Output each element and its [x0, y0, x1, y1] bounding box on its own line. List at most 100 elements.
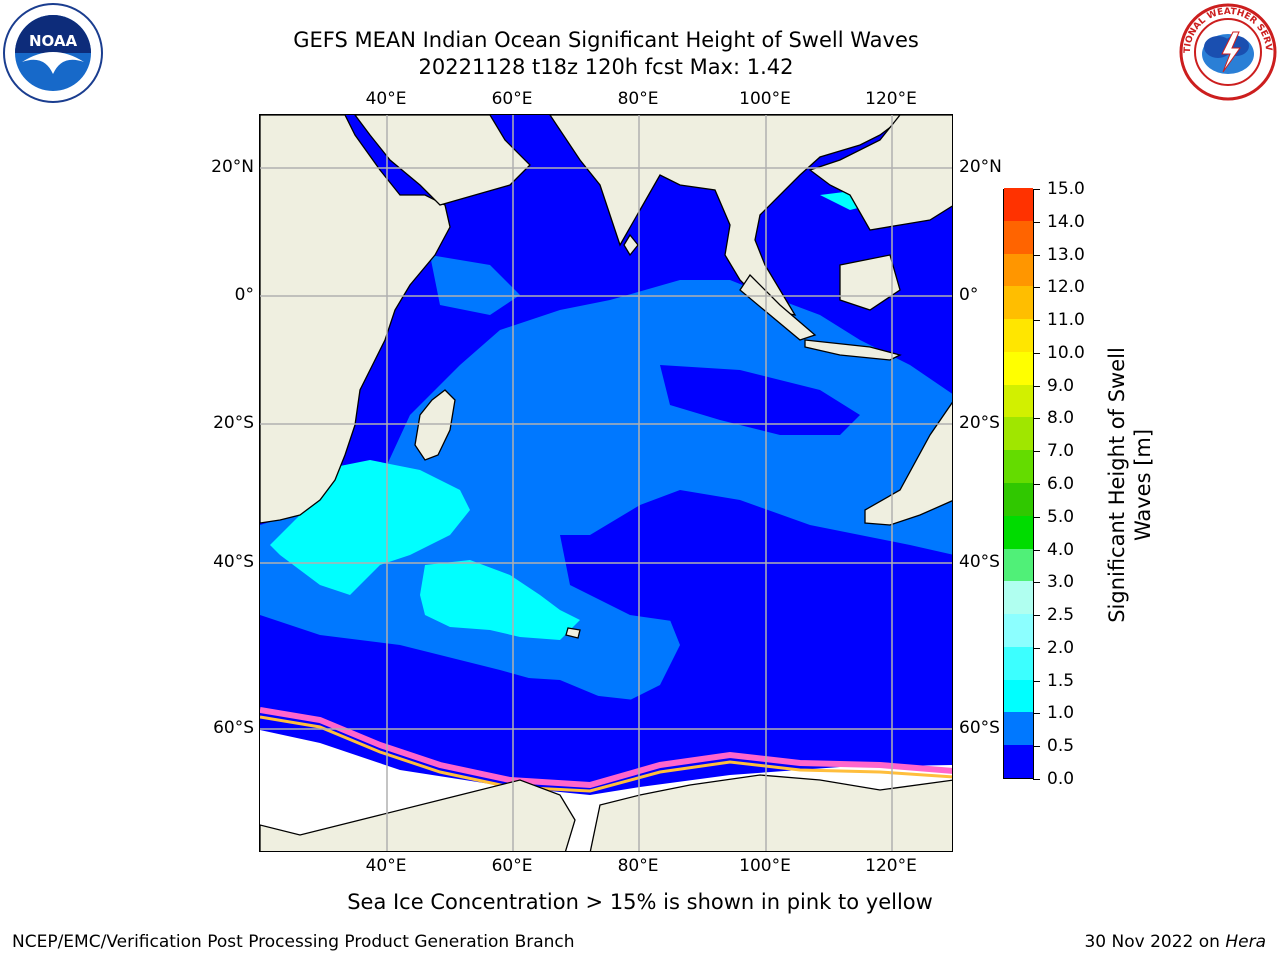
lon-label-top: 80°E	[617, 89, 659, 109]
land-arabia	[354, 115, 531, 206]
land-antarctica	[589, 774, 952, 851]
colorbar-tick-label: 5.0	[1047, 506, 1075, 527]
lat-label-left: 40°S	[213, 552, 254, 572]
colorbar-segment	[1004, 449, 1033, 483]
footer-date: 30 Nov 2022 on Hera	[1084, 932, 1266, 952]
colorbar-tick	[1033, 779, 1040, 780]
map-canvas	[260, 115, 952, 851]
colorbar-segment	[1004, 187, 1033, 221]
colorbar-tick-label: 13.0	[1047, 244, 1085, 265]
colorbar-tick	[1033, 582, 1040, 584]
chart-subtitle: 20221128 t18z 120h fcst Max: 1.42	[418, 55, 794, 79]
sea-ice-edge	[260, 715, 952, 793]
colorbar-tick-label: 3.0	[1047, 572, 1075, 593]
colorbar-segment	[1004, 482, 1033, 516]
swell-region-low	[260, 615, 952, 755]
colorbar-tick	[1033, 352, 1040, 354]
lon-label-bottom: 80°E	[617, 856, 659, 876]
colorbar-tick	[1033, 746, 1040, 748]
lat-label-right: 40°S	[959, 552, 1000, 572]
swell-region-low	[560, 535, 952, 675]
footer-host: Hera	[1225, 932, 1266, 952]
land-kerguelen	[565, 627, 581, 639]
sea-ice-edge	[260, 707, 952, 789]
lat-label-right: 20°N	[959, 157, 1002, 177]
land-sri-lanka	[623, 233, 639, 257]
colorbar-segment	[1004, 220, 1033, 254]
land-africa	[260, 115, 451, 524]
colorbar-tick	[1033, 713, 1040, 715]
colorbar-segment	[1004, 580, 1033, 615]
land-southeast-asia	[808, 115, 952, 231]
lat-label-left: 60°S	[213, 718, 254, 738]
colorbar-tick-label: 9.0	[1047, 375, 1075, 396]
lon-label-top: 100°E	[739, 89, 791, 109]
colorbar-segment	[1004, 711, 1033, 746]
colorbar-tick	[1033, 549, 1040, 551]
colorbar-tick-label: 0.5	[1047, 736, 1075, 757]
graticule	[260, 115, 952, 851]
map-panel	[259, 114, 953, 852]
lon-label-bottom: 120°E	[865, 856, 917, 876]
colorbar-tick-label: 8.0	[1047, 408, 1075, 429]
colorbar-tick	[1033, 451, 1040, 453]
land-australia	[864, 401, 952, 526]
swell-region-low	[660, 365, 860, 435]
colorbar-segment	[1004, 744, 1033, 778]
nws-logo-icon: NATIONAL WEATHER SERVICE	[1174, 0, 1278, 102]
colorbar-tick	[1033, 516, 1040, 518]
colorbar-tick-label: 4.0	[1047, 539, 1075, 560]
lat-label-right: 20°S	[959, 413, 1000, 433]
land-java	[804, 339, 902, 361]
colorbar-tick-label: 1.5	[1047, 670, 1075, 691]
lon-label-top: 120°E	[865, 89, 917, 109]
lat-label-left: 0°	[234, 285, 254, 305]
colorbar-tick-label: 10.0	[1047, 342, 1085, 363]
land-sumatra	[739, 273, 817, 341]
lon-label-top: 60°E	[491, 89, 533, 109]
chart-title: GEFS MEAN Indian Ocean Significant Heigh…	[293, 28, 919, 52]
colorbar-tick-label: 6.0	[1047, 474, 1075, 494]
lat-label-left: 20°N	[211, 157, 254, 177]
colorbar-tick-label: 7.0	[1047, 441, 1075, 462]
colorbar-tick	[1033, 484, 1040, 485]
colorbar-tick-label: 14.0	[1047, 211, 1085, 232]
lon-label-bottom: 100°E	[739, 856, 791, 876]
colorbar-segment	[1004, 515, 1033, 549]
colorbar-tick-label: 2.0	[1047, 637, 1075, 658]
colorbar-tick-label: 1.0	[1047, 703, 1075, 724]
lat-label-right: 0°	[959, 285, 979, 305]
sea-ice-note: Sea Ice Concentration > 15% is shown in …	[347, 890, 933, 914]
colorbar-tick	[1033, 647, 1040, 649]
colorbar-tick	[1033, 320, 1040, 322]
colorbar-tick-label: 11.0	[1047, 310, 1085, 331]
colorbar-segment	[1004, 613, 1033, 647]
colorbar-segment	[1004, 416, 1033, 451]
colorbar-segment	[1004, 384, 1033, 418]
noaa-logo-text: NOAA	[29, 32, 78, 50]
colorbar-segment	[1004, 351, 1033, 385]
lat-label-right: 60°S	[959, 718, 1000, 738]
land-madagascar	[414, 389, 456, 461]
colorbar-segment	[1004, 646, 1033, 680]
colorbar-tick	[1033, 418, 1040, 420]
lon-label-top: 40°E	[365, 89, 407, 109]
colorbar-title: Significant Height of Swell Waves [m]	[1104, 347, 1156, 623]
colorbar-segment	[1004, 318, 1033, 352]
lat-label-left: 20°S	[213, 413, 254, 433]
colorbar-segment	[1004, 679, 1033, 713]
colorbar-tick-label: 2.5	[1047, 605, 1075, 626]
colorbar-tick	[1033, 221, 1040, 223]
colorbar-segment	[1004, 548, 1033, 582]
colorbar	[1003, 187, 1034, 779]
colorbar-title-line1: Significant Height of Swell	[1105, 347, 1129, 623]
footer-credit: NCEP/EMC/Verification Post Processing Pr…	[12, 932, 575, 952]
swell-region-medium	[430, 255, 520, 315]
colorbar-tick-label: 0.0	[1047, 769, 1075, 789]
colorbar-tick	[1033, 189, 1040, 190]
lon-label-bottom: 40°E	[365, 856, 407, 876]
footer-date-text: 30 Nov 2022 on	[1084, 932, 1226, 952]
colorbar-segment	[1004, 285, 1033, 320]
colorbar-tick	[1033, 680, 1040, 682]
colorbar-title-line2: Waves [m]	[1131, 428, 1155, 542]
